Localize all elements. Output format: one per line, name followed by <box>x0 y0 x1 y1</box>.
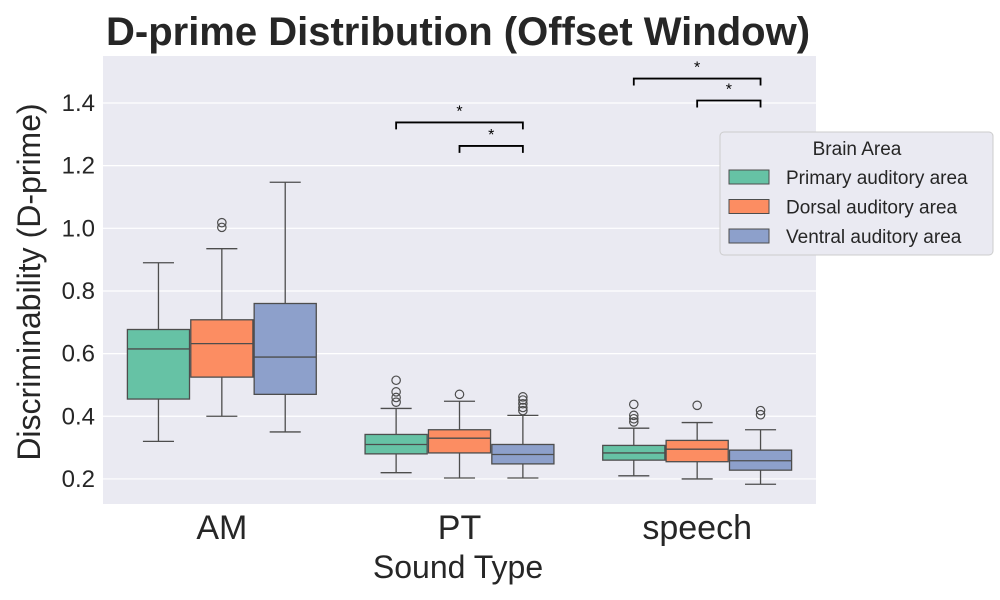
legend-label: Primary auditory area <box>786 168 968 189</box>
chart-title: D-prime Distribution (Offset Window) <box>106 10 810 54</box>
significance-bracket <box>395 121 524 130</box>
significance-bracket <box>458 145 524 153</box>
x-tick-label: PT <box>438 509 481 547</box>
y-tick-label: 0.2 <box>62 466 95 493</box>
outlier-point <box>518 398 528 409</box>
outlier-point <box>217 222 227 233</box>
outlier-point <box>518 395 528 405</box>
legend-swatch <box>728 169 770 185</box>
legend: Brain Area Primary auditory area Dorsal a… <box>719 131 994 256</box>
significance-star: * <box>726 81 732 98</box>
box <box>126 328 191 400</box>
box <box>190 319 254 378</box>
box <box>665 439 729 463</box>
legend-label: Dorsal auditory area <box>786 198 958 219</box>
significance-bracket <box>632 77 762 86</box>
outlier-point <box>628 410 639 421</box>
outlier-point <box>217 217 227 228</box>
outlier-point <box>755 405 766 416</box>
y-tick-labels: 0.2 0.4 0.6 0.8 1.0 1.2 1.4 <box>62 90 95 493</box>
y-tick-label: 0.8 <box>62 278 95 305</box>
outlier-point <box>518 392 528 402</box>
legend-title: Brain Area <box>813 139 902 160</box>
legend-swatch <box>728 199 770 214</box>
y-tick-label: 0.6 <box>62 341 95 368</box>
outlier-point <box>692 400 702 411</box>
x-tick-label: AM <box>196 509 247 547</box>
x-axis-label: Sound Type <box>373 549 543 585</box>
outlier-point <box>518 405 528 416</box>
x-tick-label: speech <box>642 509 752 547</box>
significance-annotations: * * * * <box>395 60 762 153</box>
legend-swatch <box>728 228 770 244</box>
box-plots <box>126 181 793 485</box>
outlier-point <box>628 399 639 410</box>
legend-items: Primary auditory area Dorsal auditory are… <box>728 168 968 248</box>
box <box>427 429 492 454</box>
legend-frame <box>719 131 994 256</box>
y-tick-label: 0.4 <box>62 403 95 430</box>
outlier-point <box>391 375 401 386</box>
outlier-point <box>755 409 766 420</box>
outlier-point <box>628 413 639 424</box>
outlier-point <box>454 389 465 400</box>
box <box>253 302 317 395</box>
legend-label: Ventral auditory area <box>786 227 962 248</box>
y-tick-label: 1.4 <box>62 90 95 117</box>
significance-star: * <box>694 60 700 77</box>
significance-bracket <box>696 99 762 108</box>
y-tick-label: 1.0 <box>62 215 95 242</box>
significance-star: * <box>456 103 462 120</box>
outlier-point <box>391 387 401 397</box>
outlier-point <box>518 402 528 413</box>
y-axis-label: Discriminability (D-prime) <box>11 103 47 460</box>
outlier-point <box>391 397 401 407</box>
x-tick-labels: AM PT speech <box>196 509 752 547</box>
y-tick-label: 1.2 <box>62 153 95 180</box>
outlier-point <box>391 392 401 403</box>
significance-star: * <box>488 127 494 144</box>
outlier-point <box>628 417 639 427</box>
